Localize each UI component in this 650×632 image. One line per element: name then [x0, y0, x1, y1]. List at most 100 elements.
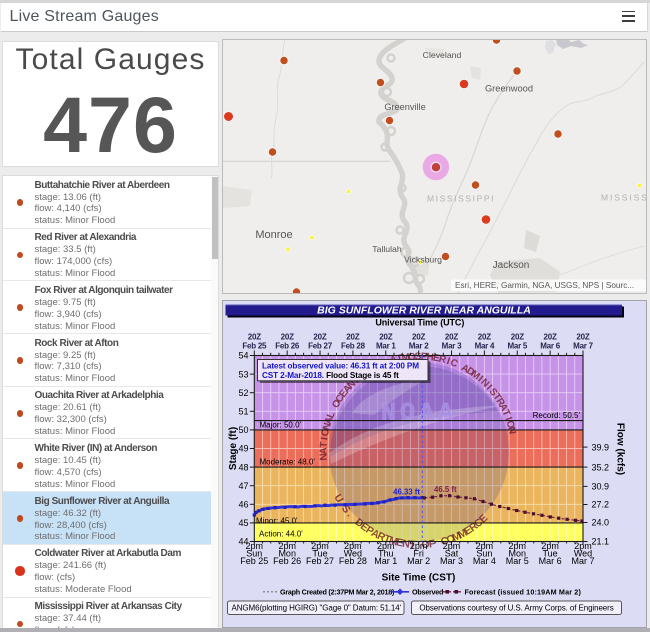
- svg-text:Mar 4: Mar 4: [473, 556, 496, 566]
- svg-text:Mon: Mon: [509, 548, 527, 558]
- svg-text:NOAA: NOAA: [381, 398, 457, 427]
- svg-text:O: O: [320, 427, 332, 437]
- svg-text:.: .: [344, 509, 355, 519]
- svg-text:51: 51: [238, 406, 248, 416]
- svg-text:O: O: [504, 419, 517, 430]
- svg-text:Cleveland: Cleveland: [423, 50, 462, 60]
- svg-text:Feb 28: Feb 28: [341, 341, 366, 350]
- svg-text:46.33 ft: 46.33 ft: [393, 487, 420, 496]
- svg-text:20Z: 20Z: [511, 332, 524, 341]
- svg-text:I: I: [502, 415, 513, 422]
- svg-text:2pm: 2pm: [541, 541, 559, 551]
- svg-text:2pm: 2pm: [574, 541, 592, 551]
- svg-text:Feb 26: Feb 26: [273, 556, 301, 566]
- svg-text:Greenville: Greenville: [384, 102, 425, 112]
- svg-text:L: L: [325, 410, 338, 420]
- svg-text:Flow (kcfs): Flow (kcfs): [615, 422, 626, 474]
- svg-text:2pm: 2pm: [311, 541, 329, 551]
- svg-text:2pm: 2pm: [377, 541, 395, 551]
- svg-text:Feb 27: Feb 27: [306, 556, 334, 566]
- svg-text:N: N: [505, 425, 517, 435]
- svg-text:20Z: 20Z: [313, 332, 326, 341]
- svg-text:50: 50: [238, 425, 248, 435]
- svg-text:N: N: [318, 453, 329, 461]
- svg-text:BIG SUNFLOWER RIVER NEAR ANGUI: BIG SUNFLOWER RIVER NEAR ANGUILLA: [317, 304, 531, 316]
- svg-text:E: E: [395, 536, 404, 549]
- svg-text:Feb 26: Feb 26: [275, 341, 300, 350]
- svg-text:T: T: [499, 408, 512, 418]
- svg-text:Mar 2: Mar 2: [407, 556, 430, 566]
- svg-text:I: I: [484, 382, 494, 392]
- svg-text:Latest observed value: 46.31: Latest observed value: 46.31 ft at 2:00 …: [262, 361, 419, 370]
- svg-text:20Z: 20Z: [412, 332, 425, 341]
- svg-text:Wed: Wed: [344, 548, 362, 558]
- svg-text:ANGM6(plotting HGIRG) "Gage 0": ANGM6(plotting HGIRG) "Gage 0" Datum: 51…: [232, 603, 402, 612]
- svg-text:O: O: [445, 532, 457, 546]
- svg-text:Sun: Sun: [476, 548, 492, 558]
- svg-text:20Z: 20Z: [478, 332, 491, 341]
- svg-text:Mar 1: Mar 1: [376, 341, 396, 350]
- svg-text:Mar 5: Mar 5: [507, 341, 527, 350]
- svg-text:Tue: Tue: [312, 548, 327, 558]
- svg-text:MISSISSIPPI: MISSISSIPPI: [427, 194, 495, 204]
- svg-text:I: I: [445, 355, 451, 366]
- svg-text:27.2: 27.2: [592, 499, 610, 509]
- svg-text:Tallulah: Tallulah: [372, 244, 402, 254]
- svg-text:Greenwood: Greenwood: [485, 84, 533, 94]
- svg-text:Wed: Wed: [574, 548, 592, 558]
- svg-text:Observations courtesy of U.S.: Observations courtesy of U.S. Army Corps…: [419, 603, 613, 612]
- svg-text:Universal Time (UTC): Universal Time (UTC): [375, 317, 464, 327]
- svg-text:Moderate: 48.0': Moderate: 48.0': [260, 457, 316, 466]
- svg-text:MISSISS: MISSISS: [601, 193, 647, 203]
- svg-text:52: 52: [238, 387, 248, 397]
- svg-text:O: O: [408, 351, 417, 363]
- svg-text:Sun: Sun: [246, 548, 262, 558]
- svg-text:Mar 1: Mar 1: [374, 556, 397, 566]
- svg-text:T: T: [396, 352, 404, 364]
- svg-text:Mar 7: Mar 7: [571, 556, 594, 566]
- svg-text:47: 47: [238, 480, 248, 490]
- svg-text:Mar 6: Mar 6: [539, 556, 562, 566]
- svg-text:E: E: [432, 352, 441, 364]
- svg-text:F: F: [428, 537, 437, 550]
- svg-text:20Z: 20Z: [576, 332, 589, 341]
- svg-text:Mar 7: Mar 7: [573, 341, 593, 350]
- svg-text:24.0: 24.0: [592, 517, 610, 527]
- svg-text:20Z: 20Z: [445, 332, 458, 341]
- svg-text:39.9: 39.9: [592, 442, 610, 452]
- svg-text:2pm: 2pm: [509, 541, 527, 551]
- svg-text:Jackson: Jackson: [493, 260, 530, 271]
- svg-text:20Z: 20Z: [248, 332, 261, 341]
- svg-text:Mar 3: Mar 3: [440, 556, 463, 566]
- svg-text:O: O: [421, 538, 430, 551]
- svg-text:48: 48: [238, 462, 248, 472]
- svg-text:A: A: [459, 362, 471, 375]
- svg-text:Mar 6: Mar 6: [540, 341, 560, 350]
- svg-text:T: T: [490, 391, 503, 402]
- svg-text:S: S: [415, 351, 422, 362]
- svg-text:Feb 25: Feb 25: [240, 556, 268, 566]
- svg-text:Site Time (CST): Site Time (CST): [382, 572, 456, 583]
- svg-text:P: P: [421, 351, 429, 362]
- svg-text:Mar 4: Mar 4: [475, 341, 495, 350]
- svg-text:Minor: 45.0': Minor: 45.0': [256, 516, 298, 525]
- svg-text:Feb 25: Feb 25: [242, 341, 267, 350]
- svg-text:20Z: 20Z: [544, 332, 557, 341]
- svg-text:T: T: [319, 441, 330, 448]
- svg-text:T: T: [382, 532, 393, 546]
- svg-text:M: M: [401, 351, 411, 363]
- svg-text:2pm: 2pm: [410, 541, 428, 551]
- svg-text:I: I: [319, 436, 330, 441]
- svg-text:Action: 44.0': Action: 44.0': [259, 529, 303, 538]
- svg-text:35.2: 35.2: [592, 462, 610, 472]
- svg-text:Sat: Sat: [445, 548, 459, 558]
- svg-text:Tue: Tue: [543, 548, 558, 558]
- svg-text:Thu: Thu: [378, 548, 394, 558]
- svg-text:Monroe: Monroe: [255, 229, 292, 241]
- svg-text:44: 44: [238, 536, 248, 546]
- svg-text:N: N: [321, 421, 334, 431]
- svg-text:Vicksburg: Vicksburg: [404, 255, 442, 265]
- svg-text:T: T: [409, 538, 417, 550]
- svg-text:H: H: [426, 351, 434, 363]
- svg-text:Stage (ft): Stage (ft): [228, 426, 239, 469]
